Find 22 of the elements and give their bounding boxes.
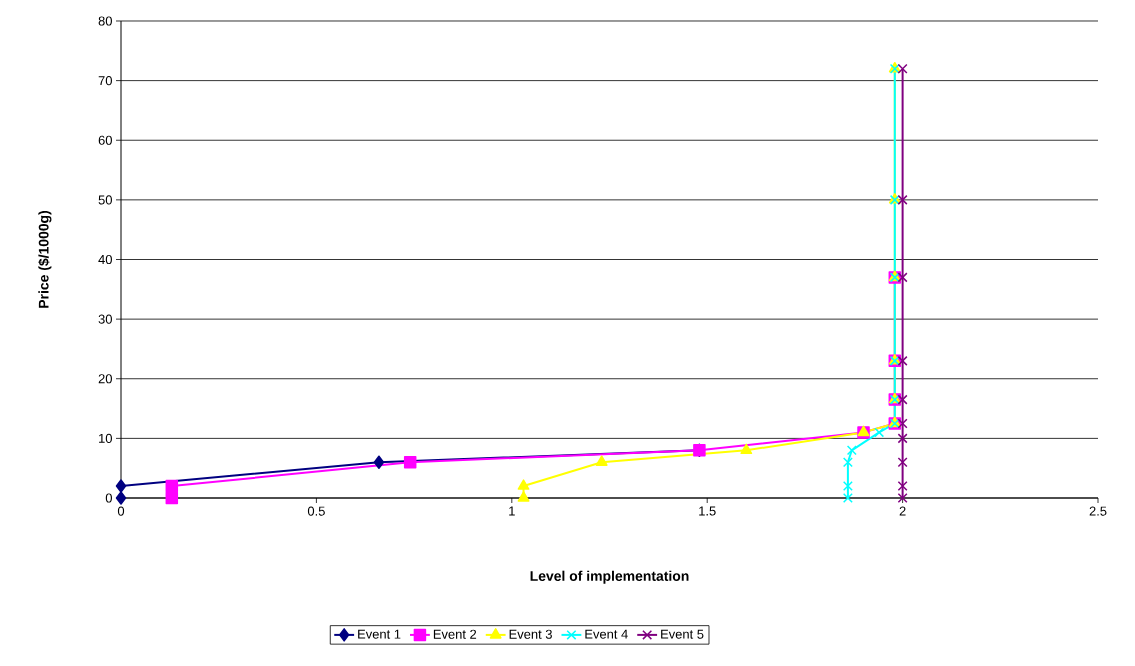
y-tick-label: 60 (98, 135, 112, 145)
y-tick-label: 0 (105, 493, 112, 503)
y-tick-label: 70 (98, 76, 112, 86)
y-tick-label: 20 (98, 374, 112, 384)
x-tick-label: 0.5 (307, 506, 325, 516)
y-tick-label: 50 (98, 195, 112, 205)
y-axis-title: Price ($/1000g) (38, 210, 52, 308)
legend-label: Event 5 (661, 629, 704, 639)
x-tick-label: 1.5 (699, 506, 716, 516)
x-tick-label: 2.5 (1089, 506, 1107, 516)
y-tick-label: 30 (98, 314, 112, 324)
legend-label: Event 2 (433, 629, 477, 639)
x-tick-label: 0 (117, 506, 125, 516)
x-tick-label: 2 (899, 506, 906, 516)
legend-label: Event 1 (358, 629, 401, 639)
legend-label: Event 4 (585, 629, 628, 639)
y-tick-label: 40 (98, 254, 112, 265)
legend-label: Event 3 (509, 629, 552, 639)
x-tick-label: 1 (509, 506, 515, 516)
y-tick-label: 10 (99, 433, 112, 443)
x-axis-title: Level of implementation (530, 570, 689, 584)
y-tick-label: 80 (98, 16, 112, 26)
